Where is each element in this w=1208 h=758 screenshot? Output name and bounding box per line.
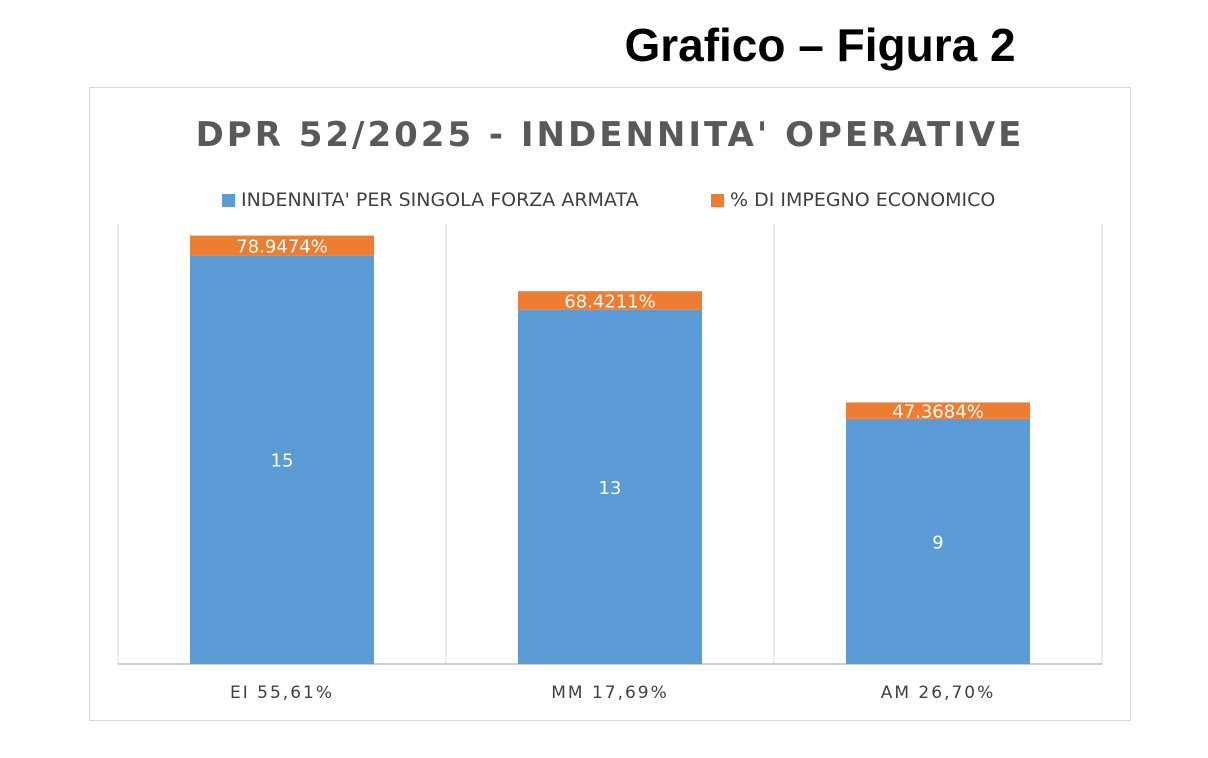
bar-indennita — [518, 309, 702, 664]
x-axis: EI 55,61% MM 17,69% AM 26,70% — [230, 683, 996, 703]
category-label-ei: EI 55,61% — [230, 683, 334, 703]
data-label-indennita: 13 — [599, 478, 622, 499]
bar-impegno — [190, 235, 374, 256]
data-label-impegno: 68.4211% — [564, 291, 656, 312]
legend-label-impegno: % DI IMPEGNO ECONOMICO — [730, 189, 995, 211]
bar-impegno — [846, 402, 1030, 419]
legend: INDENNITA' PER SINGOLA FORZA ARMATA % DI… — [222, 189, 995, 211]
figure-title: Grafico – Figura 2 — [624, 19, 1016, 71]
data-label-indennita: 9 — [932, 532, 943, 553]
bar-impegno — [518, 291, 702, 310]
plot-area: 78.9474% 15 68.4211% 13 47.3684% 9 — [117, 224, 1103, 665]
data-label-impegno: 47.3684% — [892, 402, 984, 423]
data-label-indennita: 15 — [271, 451, 294, 472]
category-label-am: AM 26,70% — [881, 683, 996, 703]
legend-swatch-impegno — [711, 194, 724, 207]
bar-indennita — [190, 255, 374, 664]
bar-indennita — [846, 418, 1030, 664]
category-label-mm: MM 17,69% — [551, 683, 669, 703]
chart-title: DPR 52/2025 - INDENNITA' OPERATIVE — [196, 115, 1025, 155]
legend-label-indennita: INDENNITA' PER SINGOLA FORZA ARMATA — [241, 189, 639, 211]
data-label-impegno: 78.9474% — [236, 236, 328, 257]
chart-area — [89, 87, 1131, 721]
legend-swatch-indennita — [222, 194, 235, 207]
